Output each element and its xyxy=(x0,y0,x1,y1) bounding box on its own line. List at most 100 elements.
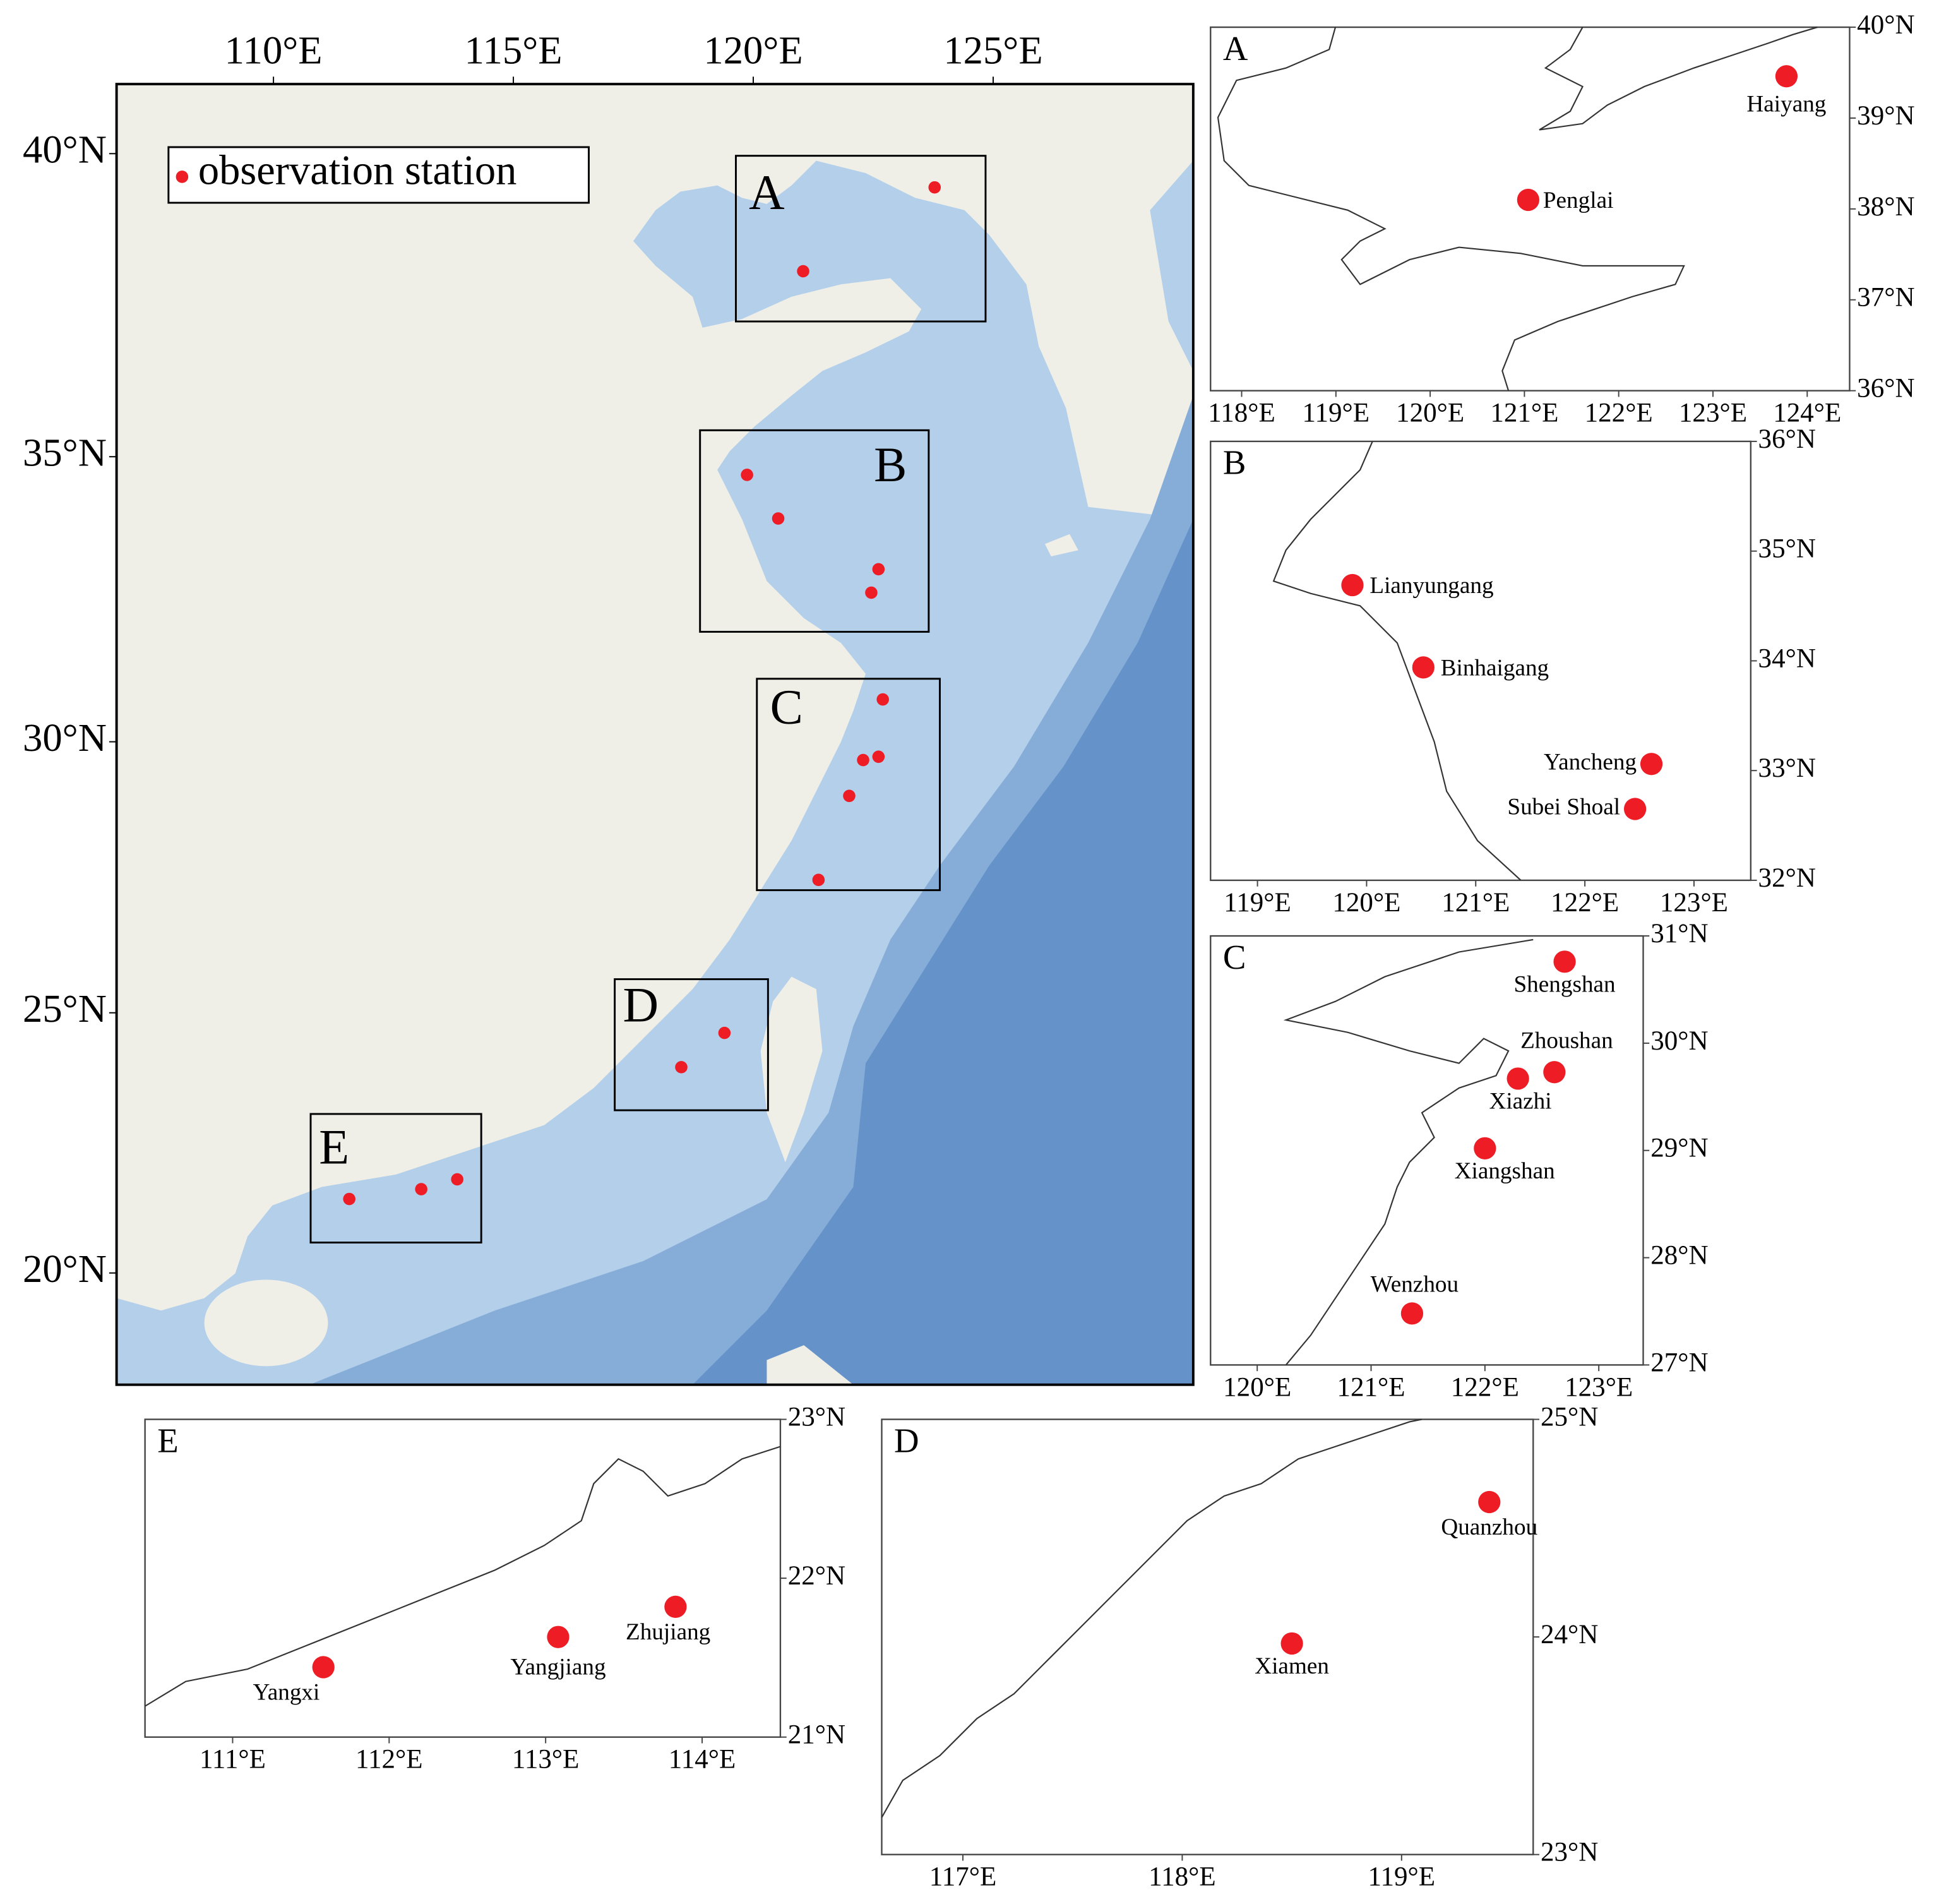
lon-tick-label: 112°E xyxy=(355,1745,423,1775)
lon-tick-label: 110°E xyxy=(225,28,323,73)
main-station-marker xyxy=(718,1026,731,1039)
lon-tick-label: 121°E xyxy=(1441,888,1510,918)
lat-tick-label: 21°N xyxy=(788,1720,845,1750)
taiwan xyxy=(760,976,823,1163)
coastline xyxy=(1272,441,1522,881)
lat-tick-label: 40°N xyxy=(23,128,107,172)
box-label: A xyxy=(749,165,785,220)
lon-tick-label: 120°E xyxy=(1223,1372,1291,1402)
main-frame xyxy=(115,83,1195,1386)
station-marker xyxy=(547,1626,570,1648)
lat-tick-label: 32°N xyxy=(1758,863,1816,893)
station-label: Penglai xyxy=(1543,188,1614,213)
lat-tick-label: 23°N xyxy=(788,1402,845,1432)
station-label: Yangjiang xyxy=(510,1655,606,1680)
station-marker xyxy=(1517,188,1539,212)
lat-tick-label: 23°N xyxy=(1541,1838,1598,1867)
station-marker xyxy=(1775,65,1798,88)
station-marker xyxy=(1478,1490,1501,1514)
region-boxes xyxy=(309,155,987,1244)
station-label: Quanzhou xyxy=(1441,1514,1537,1540)
luzon xyxy=(767,1345,854,1385)
station-label: Yangxi xyxy=(253,1680,320,1706)
main-station-marker xyxy=(872,750,885,763)
coastline xyxy=(145,1446,781,1707)
lon-tick-label: 119°E xyxy=(1368,1862,1436,1892)
lat-tick-label: 34°N xyxy=(1758,644,1816,673)
lon-tick-label: 121°E xyxy=(1337,1372,1405,1402)
coastlines xyxy=(145,27,1818,1818)
lat-tick-label: 40°N xyxy=(1857,10,1914,40)
jeju xyxy=(1044,534,1078,557)
main-station-marker xyxy=(928,181,941,194)
lat-tick-label: 36°N xyxy=(1758,424,1816,454)
lon-tick-label: 114°E xyxy=(669,1745,736,1775)
main-station-marker xyxy=(872,563,885,576)
lon-tick-label: 118°E xyxy=(1148,1862,1216,1892)
lat-tick-label: 39°N xyxy=(1857,101,1914,131)
box-c xyxy=(756,678,941,892)
lat-tick-label: 25°N xyxy=(1541,1402,1598,1432)
lat-tick-label: 29°N xyxy=(1650,1134,1708,1163)
lat-tick-label: 35°N xyxy=(1758,534,1816,564)
lat-tick-label: 33°N xyxy=(1758,753,1816,783)
lon-tick-label: 113°E xyxy=(512,1745,580,1775)
legend-box xyxy=(167,146,590,204)
station-label: Yancheng xyxy=(1544,749,1637,775)
lon-tick-label: 122°E xyxy=(1451,1372,1519,1402)
box-label: B xyxy=(874,437,907,492)
station-marker xyxy=(1341,573,1364,597)
box-label: E xyxy=(319,1120,349,1175)
station-marker xyxy=(1553,950,1576,973)
lon-tick-label: 120°E xyxy=(1332,888,1400,918)
lon-tick-label: 124°E xyxy=(1773,398,1841,428)
inset-label: C xyxy=(1223,938,1246,976)
lat-tick-label: 20°N xyxy=(23,1247,107,1291)
inset-frame xyxy=(881,1418,1534,1855)
station-marker xyxy=(1543,1061,1566,1084)
legend-label: observation station xyxy=(198,147,517,193)
inset-label: D xyxy=(894,1421,919,1459)
inset-frame xyxy=(1210,935,1644,1366)
lat-tick-label: 25°N xyxy=(23,986,107,1031)
main-station-marker xyxy=(343,1192,355,1206)
hainan xyxy=(204,1279,328,1367)
lat-tick-label: 31°N xyxy=(1650,919,1708,949)
lat-tick-label: 30°N xyxy=(1650,1026,1708,1056)
lon-tick-label: 119°E xyxy=(1303,398,1370,428)
station-label: Xiamen xyxy=(1255,1653,1329,1679)
lon-tick-label: 111°E xyxy=(200,1745,266,1775)
station-label: Lianyungang xyxy=(1369,573,1493,599)
station-marker xyxy=(1400,1302,1424,1325)
main-basemap xyxy=(116,84,1193,1385)
station-label: Haiyang xyxy=(1746,91,1826,117)
lat-tick-label: 24°N xyxy=(1541,1620,1598,1650)
lat-tick-label: 30°N xyxy=(23,715,107,760)
main-station-marker xyxy=(865,586,878,599)
lon-tick-label: 122°E xyxy=(1585,398,1653,428)
lon-tick-label: 115°E xyxy=(465,28,563,73)
main-station-marker xyxy=(812,873,825,887)
lon-tick-label: 119°E xyxy=(1224,888,1291,918)
lat-tick-label: 35°N xyxy=(23,431,107,475)
station-label: Zhujiang xyxy=(626,1619,710,1645)
box-e xyxy=(309,1113,482,1244)
main-station-marker xyxy=(876,693,889,706)
lat-tick-label: 38°N xyxy=(1857,192,1914,222)
deep-ocean xyxy=(692,519,1193,1385)
station-label: Xiazhi xyxy=(1489,1089,1551,1115)
station-marker xyxy=(1280,1632,1303,1655)
main-station-marker xyxy=(772,512,785,525)
east-sea xyxy=(1150,160,1193,371)
station-marker xyxy=(1623,798,1647,820)
coastline xyxy=(1283,938,1534,1366)
station-marker xyxy=(312,1656,335,1679)
lon-tick-label: 120°E xyxy=(1396,398,1464,428)
box-a xyxy=(735,155,987,323)
station-marker xyxy=(1412,656,1435,679)
coastline xyxy=(881,1418,1423,1818)
inset-frame xyxy=(144,1418,782,1738)
